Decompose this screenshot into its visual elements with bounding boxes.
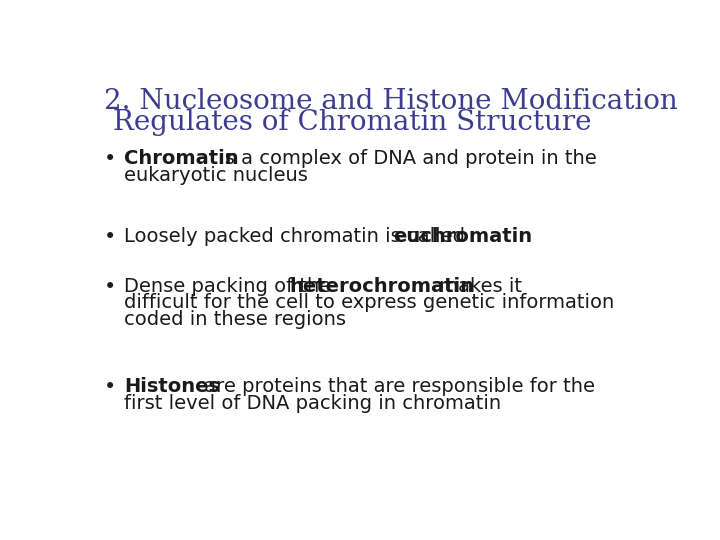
Text: Dense packing of the: Dense packing of the	[124, 276, 338, 295]
Text: difficult for the cell to express genetic information: difficult for the cell to express geneti…	[124, 294, 614, 313]
Text: eukaryotic nucleus: eukaryotic nucleus	[124, 166, 308, 185]
Text: Regulates of Chromatin Structure: Regulates of Chromatin Structure	[113, 110, 592, 137]
Text: heterochromatin: heterochromatin	[289, 276, 474, 295]
Text: 2. Nucleosome and Histone Modification: 2. Nucleosome and Histone Modification	[104, 88, 678, 115]
Text: •: •	[104, 276, 116, 296]
Text: •: •	[104, 226, 116, 246]
Text: Chromatin: Chromatin	[124, 150, 239, 168]
Text: •: •	[104, 377, 116, 397]
Text: •: •	[104, 150, 116, 170]
Text: is a complex of DNA and protein in the: is a complex of DNA and protein in the	[213, 150, 597, 168]
Text: Loosely packed chromatin is called: Loosely packed chromatin is called	[124, 226, 472, 246]
Text: coded in these regions: coded in these regions	[124, 310, 346, 329]
Text: are proteins that are responsible for the: are proteins that are responsible for th…	[199, 377, 595, 396]
Text: first level of DNA packing in chromatin: first level of DNA packing in chromatin	[124, 394, 501, 413]
Text: Histones: Histones	[124, 377, 220, 396]
Text: euchromatin: euchromatin	[393, 226, 532, 246]
Text: makes it: makes it	[433, 276, 522, 295]
